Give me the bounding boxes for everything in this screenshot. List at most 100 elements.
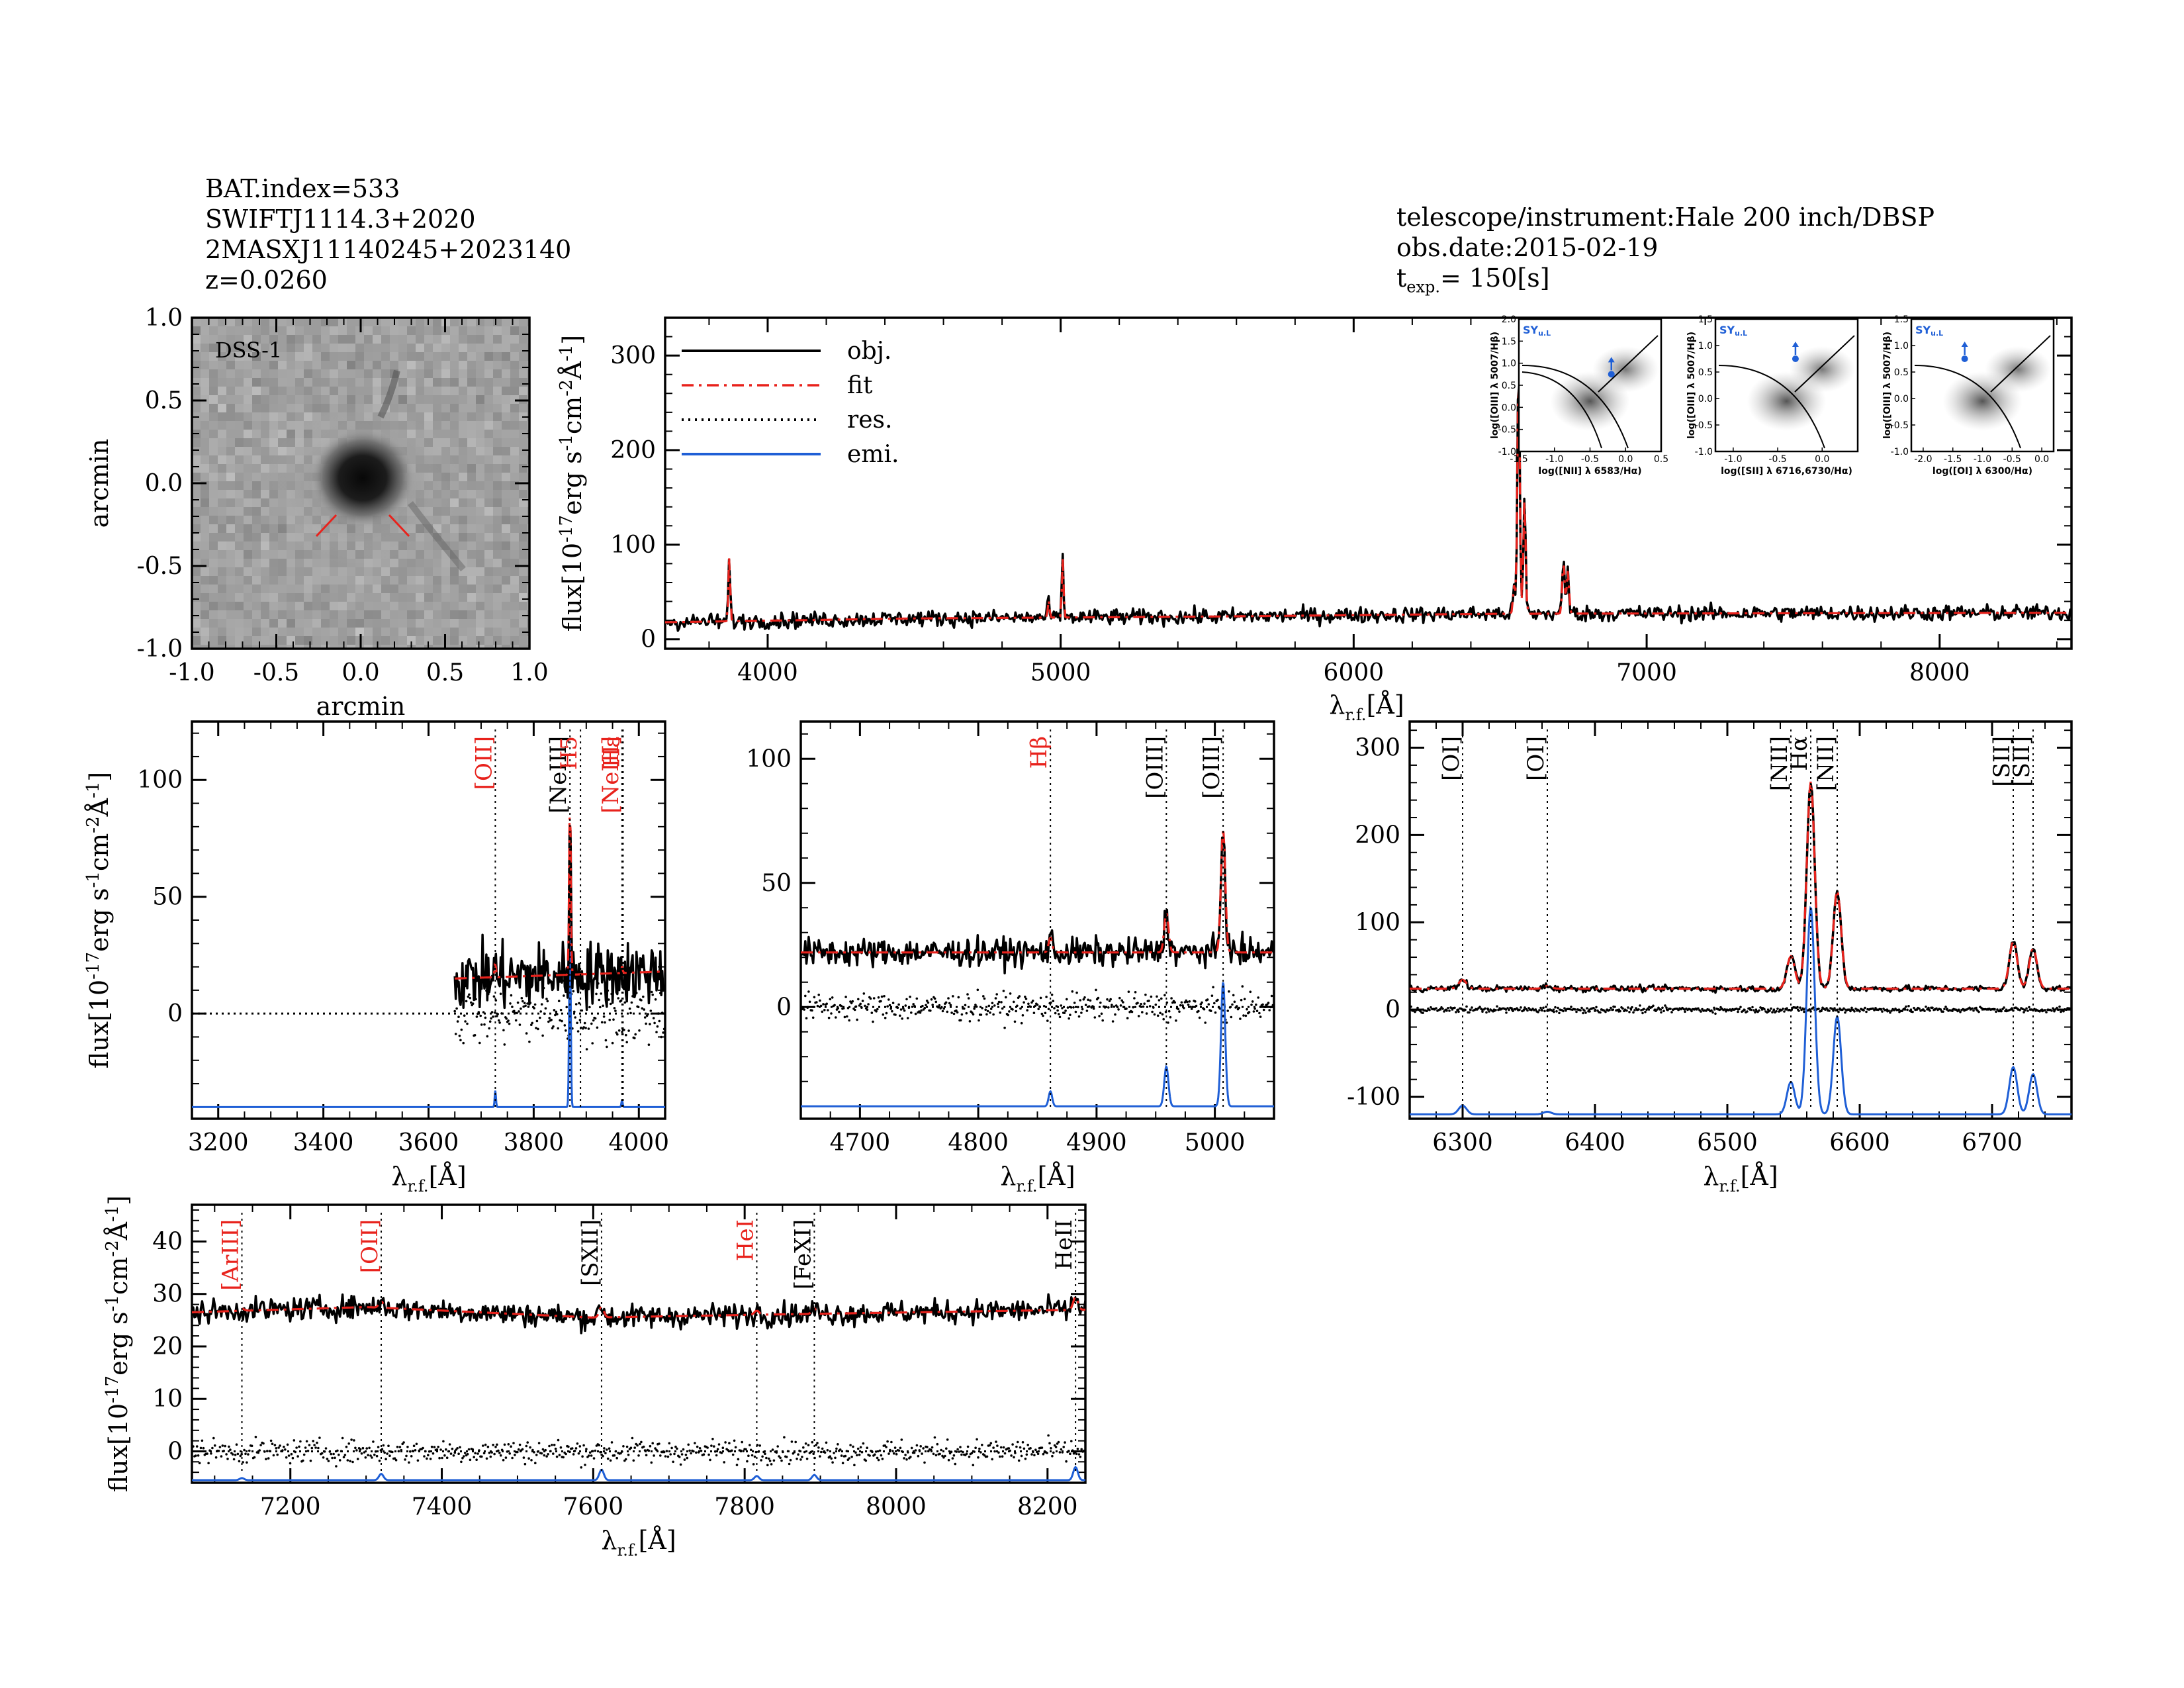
image-pixel [226,645,235,649]
plot-frame [191,720,666,1120]
image-pixel [226,533,235,541]
image-pixel [364,585,373,593]
image-pixel [235,593,244,602]
flux-axis-label: flux[10-17erg s-1cm-2Å-1] [557,335,587,632]
bpt-y-tick-label: -1.0 [1695,447,1713,457]
image-pixel [347,326,355,335]
image-pixel [235,326,244,335]
image-pixel [424,369,433,378]
residual-point [934,1454,938,1457]
residual-point [1684,1010,1686,1013]
line-label: HeI [732,1219,758,1261]
image-pixel [192,585,201,593]
residual-point [760,1459,762,1462]
image-pixel [476,335,484,344]
image-pixel [476,576,484,585]
x-tick-label: 7200 [260,1493,321,1521]
residual-point [1907,1005,1910,1008]
image-pixel [484,636,493,645]
residual-point [584,1027,587,1029]
residual-point [250,1444,253,1448]
residual-point [1018,995,1021,998]
image-pixel [398,610,407,619]
image-pixel [355,628,364,636]
image-pixel [201,576,209,585]
y-tick-label: 0 [167,1000,183,1027]
image-pixel [252,344,261,352]
residual-point [1046,1019,1049,1022]
residual-point [1944,1006,1947,1008]
residual-point [723,1461,725,1464]
image-pixel [364,576,373,585]
residual-point [684,1454,688,1456]
residual-point [1156,1014,1160,1017]
image-pixel [467,421,476,430]
image-pixel [347,628,355,636]
image-pixel [390,610,398,619]
residual-point [313,1444,316,1446]
image-pixel [407,344,416,352]
residual-point [634,1033,637,1036]
residual-point [752,1463,755,1466]
image-pixel [450,412,459,421]
residual-point [449,1452,453,1455]
image-pixel [355,344,364,352]
residual-point [349,1460,351,1463]
residual-point [624,1458,627,1461]
image-pixel [252,464,261,473]
bpt-y-tick-label: 0.5 [1502,381,1516,391]
residual-point [197,1454,200,1457]
residual-point [2026,1009,2029,1012]
image-pixel [519,352,527,361]
image-pixel [261,516,269,524]
image-pixel [252,438,261,447]
residual-point [587,1027,590,1030]
residual-point [2021,1008,2024,1010]
bpt-demarcation-curve [1718,365,1825,449]
image-pixel [312,585,321,593]
image-pixel [304,369,312,378]
residual-point [1188,1000,1191,1003]
residual-point [904,1004,907,1007]
residual-point [977,1456,979,1459]
residual-point [1143,1002,1146,1005]
image-pixel [441,533,450,541]
image-pixel [218,447,226,455]
image-pixel [201,533,209,541]
residual-point [1191,1006,1195,1008]
image-pixel [278,593,287,602]
residual-point [952,1454,956,1457]
image-pixel [304,387,312,395]
image-pixel [398,404,407,412]
image-pixel [424,610,433,619]
residual-point [1783,1010,1786,1013]
residual-point [524,1004,527,1008]
residual-point [604,1039,608,1042]
galaxy-arm [408,500,466,572]
image-pixel [278,430,287,438]
residual-point [715,1454,718,1457]
residual-point [765,1456,768,1460]
image-pixel [355,593,364,602]
residual-point [1083,1449,1085,1452]
residual-point [826,1449,829,1452]
residual-point [834,1456,837,1460]
image-pixel [244,610,252,619]
image-pixel [218,619,226,628]
image-pixel [484,559,493,567]
image-pixel [484,318,493,326]
image-pixel [244,550,252,559]
image-pixel [261,421,269,430]
residual-point [1481,1010,1484,1013]
residual-point [588,1451,592,1454]
image-pixel [244,421,252,430]
residual-point [993,1004,996,1007]
residual-point [1580,1006,1583,1009]
bpt-inset: SYu.L-2.0 -1.5 -1.0 -0.5 0.0-1.0-0.50.00.51.… [1882,314,2055,477]
residual-point [510,994,513,997]
image-pixel [209,326,218,335]
residual-point [880,1000,882,1003]
image-pixel [261,576,269,585]
residual-point [563,1024,567,1027]
residual-point [1017,1459,1021,1462]
